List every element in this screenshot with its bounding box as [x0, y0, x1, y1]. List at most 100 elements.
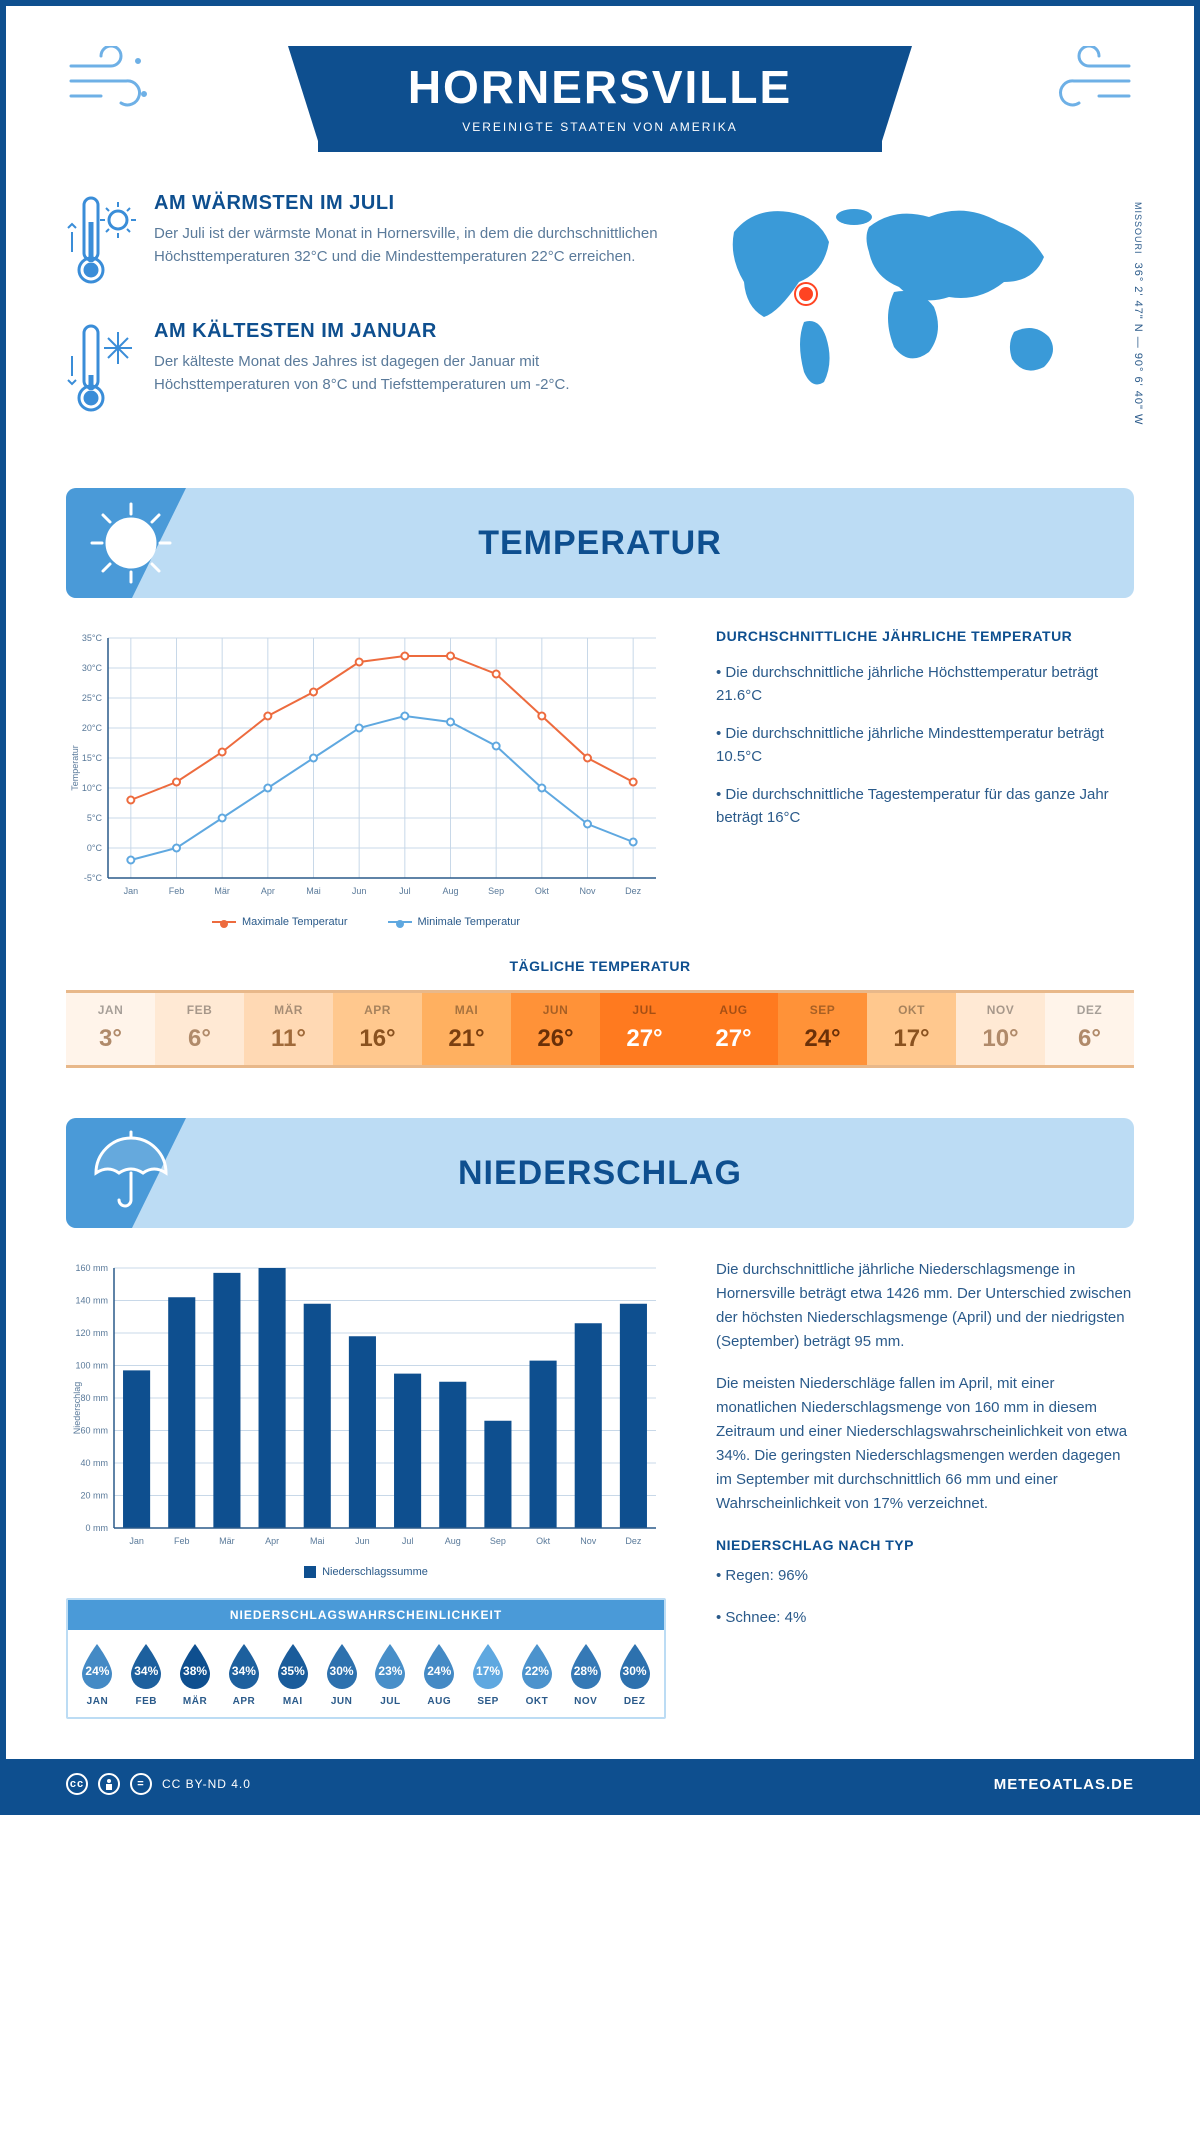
- svg-text:20°C: 20°C: [82, 723, 103, 733]
- svg-text:Nov: Nov: [580, 1536, 597, 1546]
- hot-title: AM WÄRMSTEN IM JULI: [154, 192, 674, 215]
- svg-text:35°C: 35°C: [82, 633, 103, 643]
- site-name: METEOATLAS.DE: [994, 1776, 1134, 1793]
- temperature-section-header: TEMPERATUR: [66, 488, 1134, 598]
- wind-icon: [66, 46, 156, 121]
- svg-text:Okt: Okt: [536, 1536, 551, 1546]
- svg-text:20 mm: 20 mm: [80, 1491, 108, 1501]
- umbrella-icon: [86, 1128, 171, 1218]
- temperature-title: TEMPERATUR: [478, 524, 722, 563]
- svg-text:Feb: Feb: [174, 1536, 190, 1546]
- prob-cell: 22%OKT: [513, 1642, 560, 1707]
- svg-text:Jun: Jun: [352, 886, 367, 896]
- hot-text: Der Juli ist der wärmste Monat in Horner…: [154, 223, 674, 268]
- daily-temp-cell: APR16°: [333, 993, 422, 1065]
- svg-text:Niederschlag: Niederschlag: [72, 1382, 82, 1435]
- intro-row: AM WÄRMSTEN IM JULI Der Juli ist der wär…: [66, 192, 1134, 448]
- svg-text:Jul: Jul: [399, 886, 411, 896]
- license-text: CC BY-ND 4.0: [162, 1777, 251, 1791]
- svg-text:Apr: Apr: [265, 1536, 279, 1546]
- thermometer-hot-icon: [66, 192, 136, 292]
- prob-cell: 35%MAI: [269, 1642, 316, 1707]
- svg-text:10°C: 10°C: [82, 783, 103, 793]
- daily-temp-cell: NOV10°: [956, 993, 1045, 1065]
- cc-icon: cc: [66, 1773, 88, 1795]
- daily-temp-cell: OKT17°: [867, 993, 956, 1065]
- svg-text:Nov: Nov: [579, 886, 596, 896]
- wind-icon: [1044, 46, 1134, 121]
- prob-cell: 30%DEZ: [611, 1642, 658, 1707]
- svg-text:Jan: Jan: [124, 886, 139, 896]
- footer: cc = CC BY-ND 4.0 METEOATLAS.DE: [6, 1759, 1194, 1809]
- svg-text:Aug: Aug: [442, 886, 458, 896]
- svg-text:60 mm: 60 mm: [80, 1426, 108, 1436]
- precip-text: Die durchschnittliche jährliche Niedersc…: [716, 1258, 1134, 1719]
- cold-title: AM KÄLTESTEN IM JANUAR: [154, 320, 674, 343]
- svg-text:Mär: Mär: [214, 886, 230, 896]
- svg-text:0 mm: 0 mm: [86, 1523, 109, 1533]
- sun-icon: [86, 498, 176, 593]
- svg-text:Aug: Aug: [445, 1536, 461, 1546]
- coordinates: MISSOURI 36° 2' 47" N — 90° 6' 40" W: [1132, 202, 1144, 425]
- precip-title: NIEDERSCHLAG: [458, 1154, 742, 1193]
- precip-probability-table: NIEDERSCHLAGSWAHRSCHEINLICHKEIT 24%JAN34…: [66, 1598, 666, 1719]
- svg-text:Temperatur: Temperatur: [70, 745, 80, 791]
- svg-text:40 mm: 40 mm: [80, 1458, 108, 1468]
- svg-text:15°C: 15°C: [82, 753, 103, 763]
- country-name: VEREINIGTE STAATEN VON AMERIKA: [408, 120, 792, 134]
- city-name: HORNERSVILLE: [408, 60, 792, 114]
- svg-text:Okt: Okt: [535, 886, 550, 896]
- svg-text:120 mm: 120 mm: [75, 1328, 108, 1338]
- daily-temp-cell: MÄR11°: [244, 993, 333, 1065]
- prob-cell: 34%FEB: [123, 1642, 170, 1707]
- svg-text:140 mm: 140 mm: [75, 1296, 108, 1306]
- hot-fact: AM WÄRMSTEN IM JULI Der Juli ist der wär…: [66, 192, 674, 292]
- svg-text:Mär: Mär: [219, 1536, 235, 1546]
- by-icon: [98, 1773, 120, 1795]
- daily-temp-cell: DEZ6°: [1045, 993, 1134, 1065]
- svg-text:Mai: Mai: [310, 1536, 325, 1546]
- precip-section-header: NIEDERSCHLAG: [66, 1118, 1134, 1228]
- header: HORNERSVILLE VEREINIGTE STAATEN VON AMER…: [66, 36, 1134, 192]
- daily-temp-title: TÄGLICHE TEMPERATUR: [66, 958, 1134, 974]
- world-map: MISSOURI 36° 2' 47" N — 90° 6' 40" W: [714, 192, 1134, 448]
- thermometer-cold-icon: [66, 320, 136, 420]
- daily-temp-table: JAN3°FEB6°MÄR11°APR16°MAI21°JUN26°JUL27°…: [66, 990, 1134, 1068]
- svg-text:Sep: Sep: [488, 886, 504, 896]
- svg-text:Feb: Feb: [169, 886, 185, 896]
- svg-text:Dez: Dez: [625, 1536, 642, 1546]
- svg-text:Jan: Jan: [129, 1536, 144, 1546]
- daily-temp-cell: SEP24°: [778, 993, 867, 1065]
- cold-text: Der kälteste Monat des Jahres ist dagege…: [154, 351, 674, 396]
- svg-text:-5°C: -5°C: [84, 873, 103, 883]
- precip-legend: Niederschlagssumme: [66, 1566, 666, 1578]
- temperature-facts: DURCHSCHNITTLICHE JÄHRLICHE TEMPERATUR •…: [716, 628, 1134, 928]
- prob-cell: 38%MÄR: [172, 1642, 219, 1707]
- svg-text:80 mm: 80 mm: [80, 1393, 108, 1403]
- svg-text:100 mm: 100 mm: [75, 1361, 108, 1371]
- temperature-legend: Maximale Temperatur Minimale Temperatur: [66, 916, 666, 928]
- svg-text:Dez: Dez: [625, 886, 642, 896]
- svg-text:Apr: Apr: [261, 886, 275, 896]
- daily-temp-cell: AUG27°: [689, 993, 778, 1065]
- daily-temp-cell: JAN3°: [66, 993, 155, 1065]
- svg-text:Jul: Jul: [402, 1536, 414, 1546]
- svg-text:160 mm: 160 mm: [75, 1263, 108, 1273]
- cold-fact: AM KÄLTESTEN IM JANUAR Der kälteste Mona…: [66, 320, 674, 420]
- prob-cell: 24%AUG: [416, 1642, 463, 1707]
- svg-text:Jun: Jun: [355, 1536, 370, 1546]
- daily-temp-cell: MAI21°: [422, 993, 511, 1065]
- prob-cell: 17%SEP: [465, 1642, 512, 1707]
- nd-icon: =: [130, 1773, 152, 1795]
- daily-temp-cell: FEB6°: [155, 993, 244, 1065]
- svg-text:5°C: 5°C: [87, 813, 103, 823]
- svg-text:Mai: Mai: [306, 886, 321, 896]
- daily-temp-cell: JUL27°: [600, 993, 689, 1065]
- svg-text:0°C: 0°C: [87, 843, 103, 853]
- prob-cell: 28%NOV: [562, 1642, 609, 1707]
- infographic-page: HORNERSVILLE VEREINIGTE STAATEN VON AMER…: [0, 0, 1200, 1815]
- precip-chart: 0 mm 20 mm 40 mm 60 mm 80 mm 100 mm 120 mm 140 …: [66, 1258, 666, 1558]
- prob-cell: 24%JAN: [74, 1642, 121, 1707]
- temperature-chart: -5°C0°C5°C10°C15°C20°C25°C30°C35°CJanFeb…: [66, 628, 666, 928]
- svg-text:30°C: 30°C: [82, 663, 103, 673]
